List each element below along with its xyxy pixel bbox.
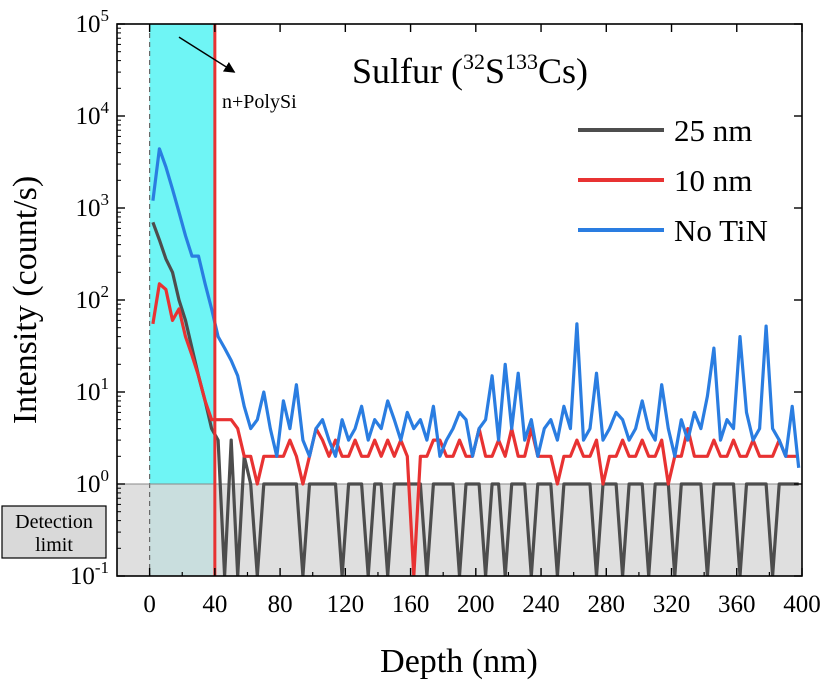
x-tick-label: 160 <box>392 591 430 618</box>
chart-title-sup1: 32 <box>463 49 485 74</box>
y-tick-label: 10-1 <box>70 558 109 590</box>
y-tick-label: 105 <box>76 6 110 38</box>
legend-label-1: 25 nm <box>674 113 752 148</box>
y-tick-label: 102 <box>76 282 110 314</box>
chart-title-mid: S <box>485 51 505 91</box>
chart-title-main: Sulfur ( <box>352 51 463 91</box>
x-tick-label: 240 <box>522 591 560 618</box>
x-tick-label: 200 <box>457 591 495 618</box>
series-group <box>151 147 801 576</box>
series-line-1 <box>151 221 799 576</box>
x-tick-label: 0 <box>143 591 156 618</box>
detection-limit-label-box: Detection limit <box>1 505 107 559</box>
y-axis-title: Intensity (count/s) <box>7 176 44 424</box>
chart-title-end: Cs) <box>538 51 588 91</box>
chart-title-sup2: 133 <box>505 49 538 74</box>
x-tick-label: 320 <box>653 591 691 618</box>
annotation-label: n+PolySi <box>222 91 297 113</box>
y-axis-ticks: 10-1 100 101 102 103 104 105 <box>70 6 802 590</box>
x-axis-title: Depth (nm) <box>380 643 538 680</box>
legend: 25 nm 10 nm No TiN <box>578 113 768 248</box>
y-tick-label: 103 <box>76 190 110 222</box>
y-tick-label: 104 <box>76 98 110 130</box>
y-tick-label: 100 <box>76 466 110 498</box>
chart-title: Sulfur (32S133Cs) <box>352 49 588 91</box>
x-tick-label: 400 <box>783 591 821 618</box>
x-axis-ticks: 0 40 80 120 160 200 240 280 320 360 400 <box>143 24 821 618</box>
x-tick-label: 120 <box>327 591 365 618</box>
detection-limit-label-line2: limit <box>35 534 73 556</box>
x-tick-label: 80 <box>268 591 293 618</box>
x-tick-label: 360 <box>718 591 756 618</box>
x-tick-label: 40 <box>202 591 227 618</box>
series-line-3 <box>151 147 801 468</box>
annotation-arrow <box>178 36 236 73</box>
detection-limit-label-line1: Detection <box>15 511 93 533</box>
y-tick-label: 101 <box>76 374 110 406</box>
legend-label-3: No TiN <box>674 213 768 248</box>
legend-label-2: 10 nm <box>674 163 752 198</box>
x-tick-label: 280 <box>588 591 626 618</box>
